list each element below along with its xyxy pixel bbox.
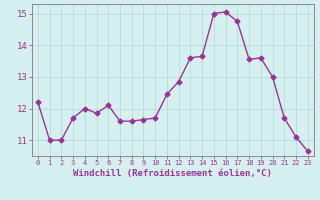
- X-axis label: Windchill (Refroidissement éolien,°C): Windchill (Refroidissement éolien,°C): [73, 169, 272, 178]
